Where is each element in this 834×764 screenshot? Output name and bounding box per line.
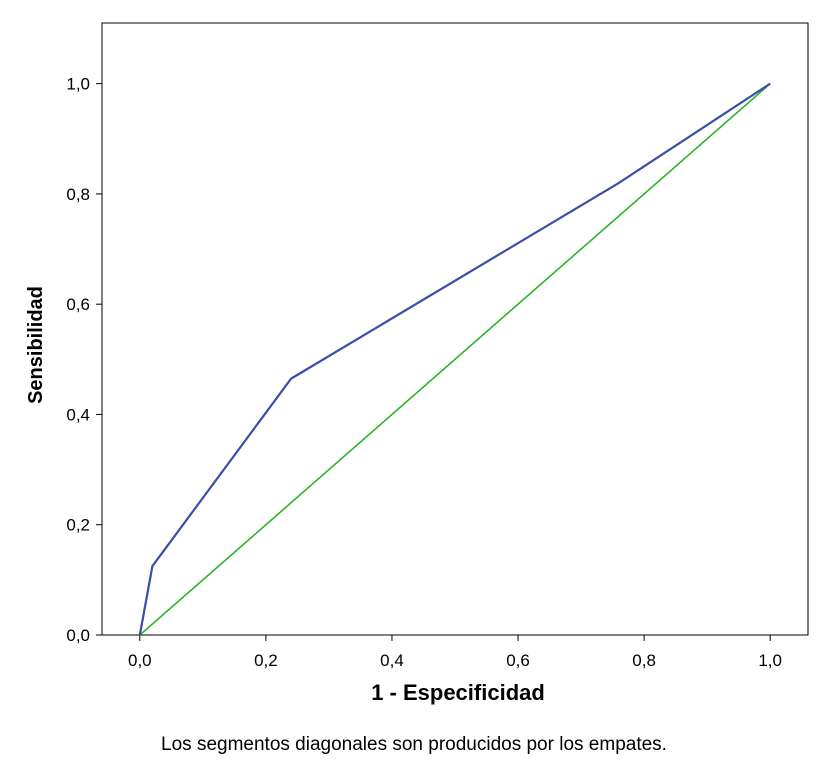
y-tick-label: 0,6 — [66, 295, 90, 314]
series-layer — [138, 82, 771, 636]
x-tick-label: 0,4 — [380, 651, 404, 670]
x-axis-title: 1 - Especificidad — [371, 680, 545, 705]
x-tick-label: 0,8 — [632, 651, 656, 670]
y-tick-label: 0,8 — [66, 185, 90, 204]
x-tick-label: 0,2 — [254, 651, 278, 670]
x-tick-label: 1,0 — [758, 651, 782, 670]
y-tick-label: 1,0 — [66, 75, 90, 94]
y-tick-label: 0,0 — [66, 626, 90, 645]
reference-diagonal-line — [139, 83, 771, 636]
x-axis-ticks: 0,0 0,2 0,4 0,6 0,8 1,0 — [128, 635, 782, 670]
y-tick-label: 0,2 — [66, 516, 90, 535]
y-axis-ticks: 0,0 0,2 0,4 0,6 0,8 1,0 — [66, 75, 102, 645]
roc-curve-line — [138, 82, 771, 636]
y-axis-title: Sensibilidad — [25, 286, 47, 404]
x-tick-label: 0,0 — [128, 651, 152, 670]
y-tick-label: 0,4 — [66, 405, 90, 424]
plot-frame — [101, 22, 809, 636]
x-tick-label: 0,6 — [506, 651, 530, 670]
chart-footnote: Los segmentos diagonales son producidos … — [161, 734, 667, 755]
